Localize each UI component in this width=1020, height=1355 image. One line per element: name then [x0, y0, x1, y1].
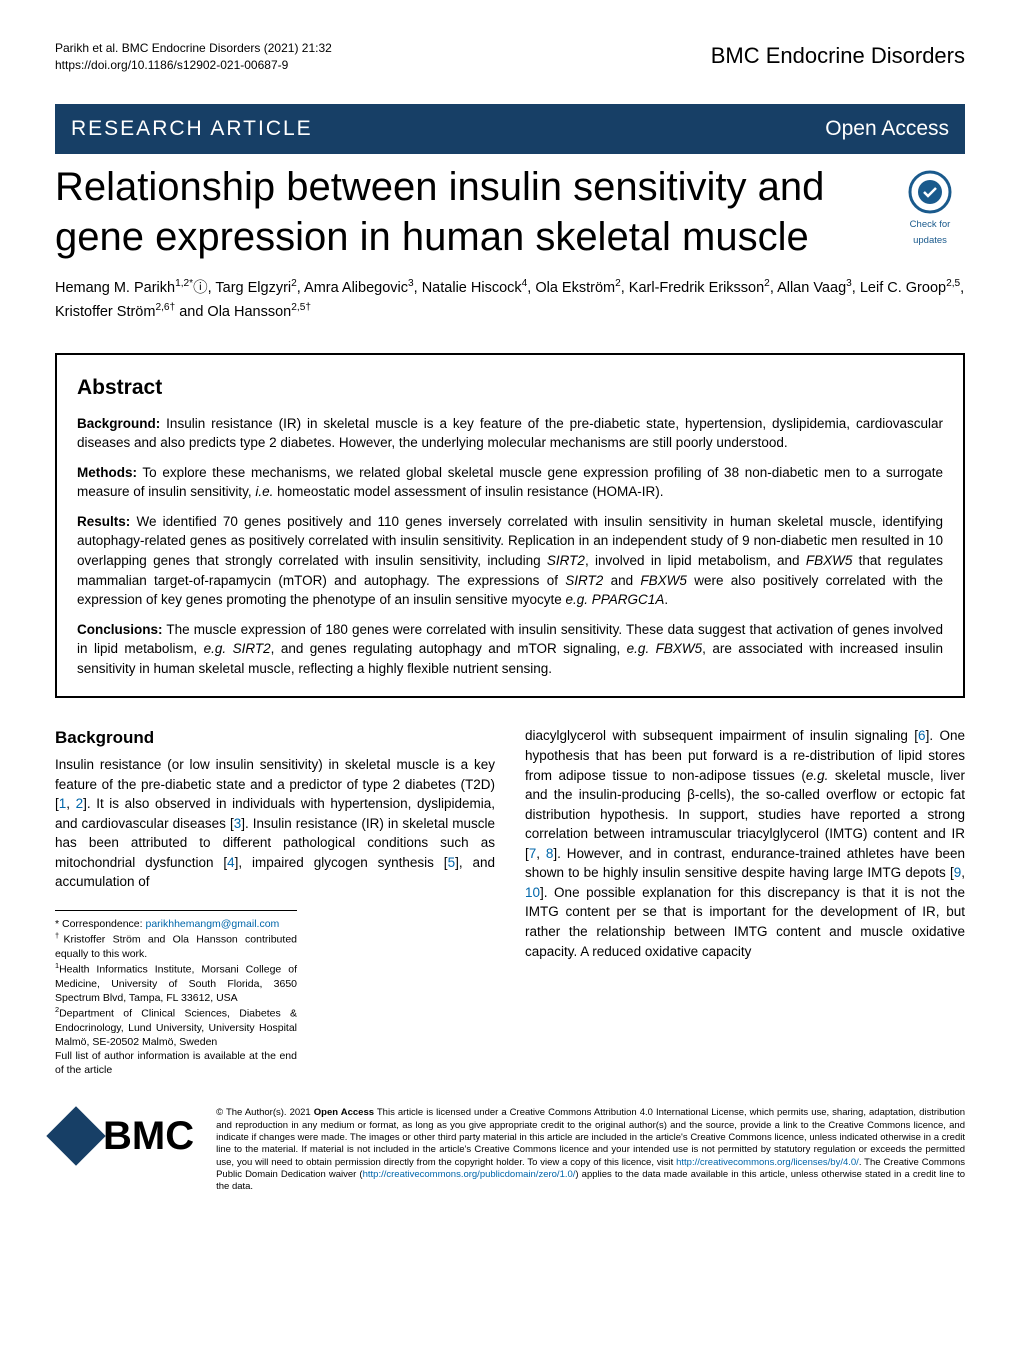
license-text: © The Author(s). 2021 Open Access This a… [216, 1107, 965, 1193]
crossmark-icon [906, 168, 954, 216]
crossmark-text1: Check for [895, 218, 965, 232]
article-type-label: RESEARCH ARTICLE [71, 114, 313, 144]
equal-contrib: †Kristoffer Ström and Ola Hansson contri… [55, 931, 297, 961]
citation-block: Parikh et al. BMC Endocrine Disorders (2… [55, 40, 332, 74]
journal-name: BMC Endocrine Disorders [711, 40, 965, 72]
left-column: Background Insulin resistance (or low in… [55, 726, 495, 1077]
abstract-methods: Methods: To explore these mechanisms, we… [77, 463, 943, 502]
correspondence-line: * Correspondence: parikhhemangm@gmail.co… [55, 917, 297, 931]
abstract-conclusions-label: Conclusions: [77, 622, 163, 637]
abstract-box: Abstract Background: Insulin resistance … [55, 353, 965, 698]
abstract-heading: Abstract [77, 373, 943, 403]
citation-line2: https://doi.org/10.1186/s12902-021-00687… [55, 57, 332, 74]
abstract-background-label: Background: [77, 416, 160, 431]
page-footer: BMC © The Author(s). 2021 Open Access Th… [55, 1107, 965, 1193]
article-title: Relationship between insulin sensitivity… [55, 162, 895, 262]
abstract-background: Background: Insulin resistance (IR) in s… [77, 414, 943, 453]
abstract-methods-label: Methods: [77, 465, 137, 480]
open-access-label: Open Access [825, 114, 949, 144]
abstract-results: Results: We identified 70 genes positive… [77, 512, 943, 610]
bmc-logo-text: BMC [103, 1107, 194, 1165]
citation-line1: Parikh et al. BMC Endocrine Disorders (2… [55, 40, 332, 57]
bmc-logo: BMC [55, 1107, 194, 1165]
abstract-conclusions-text: The muscle expression of 180 genes were … [77, 622, 943, 676]
abstract-background-text: Insulin resistance (IR) in skeletal musc… [77, 416, 943, 451]
footnotes-block: * Correspondence: parikhhemangm@gmail.co… [55, 910, 297, 1077]
bmc-square-icon [46, 1107, 105, 1166]
background-heading: Background [55, 726, 495, 751]
abstract-conclusions: Conclusions: The muscle expression of 18… [77, 620, 943, 679]
affiliation-1: 1Health Informatics Institute, Morsani C… [55, 961, 297, 1005]
right-column-text: diacylglycerol with subsequent impairmen… [525, 726, 965, 961]
crossmark-text2: updates [895, 234, 965, 248]
full-author-list-note: Full list of author information is avail… [55, 1049, 297, 1077]
body-columns: Background Insulin resistance (or low in… [55, 726, 965, 1077]
article-type-banner: RESEARCH ARTICLE Open Access [55, 104, 965, 154]
left-column-text: Insulin resistance (or low insulin sensi… [55, 755, 495, 892]
abstract-results-label: Results: [77, 514, 130, 529]
abstract-results-text: We identified 70 genes positively and 11… [77, 514, 943, 607]
author-list: Hemang M. Parikh1,2*ⓘ, Targ Elgzyri2, Am… [55, 276, 965, 323]
affiliation-2: 2Department of Clinical Sciences, Diabet… [55, 1005, 297, 1049]
abstract-methods-text: To explore these mechanisms, we related … [77, 465, 943, 500]
correspondence-label: * Correspondence: [55, 918, 145, 930]
right-column: diacylglycerol with subsequent impairmen… [525, 726, 965, 1077]
correspondence-email[interactable]: parikhhemangm@gmail.com [145, 918, 279, 930]
page-header: Parikh et al. BMC Endocrine Disorders (2… [55, 40, 965, 74]
crossmark-badge[interactable]: Check for updates [895, 162, 965, 248]
